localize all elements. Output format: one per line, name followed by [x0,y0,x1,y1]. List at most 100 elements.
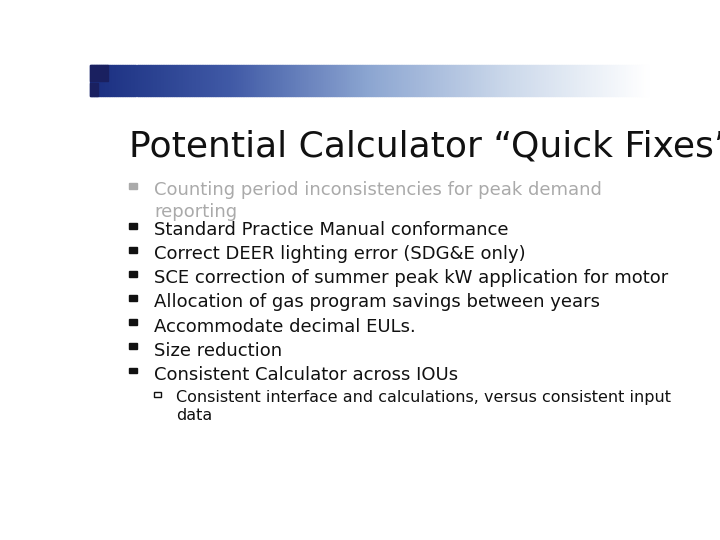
Bar [611,65,613,96]
Bar [624,65,626,96]
Bar [233,65,235,96]
Text: Size reduction: Size reduction [154,342,282,360]
Bar [397,65,399,96]
Bar [99,65,101,96]
Bar [447,65,449,96]
Bar [310,65,311,96]
Bar [272,65,274,96]
Bar [482,65,485,96]
Bar [620,65,622,96]
Bar [387,65,390,96]
Bar [628,65,629,96]
Text: Accommodate decimal EULs.: Accommodate decimal EULs. [154,318,416,335]
Bar [114,65,116,96]
Bar [603,65,606,96]
Bar [185,65,186,96]
Bar [600,65,601,96]
Bar [374,65,377,96]
Bar [536,65,539,96]
Bar [562,65,564,96]
Bar [380,65,382,96]
Bar [324,65,326,96]
Bar [549,65,552,96]
Bar [467,65,469,96]
Bar [348,65,351,96]
Bar [186,65,189,96]
Bar [481,65,482,96]
Bar [278,65,280,96]
Bar [615,65,616,96]
Bar [606,65,607,96]
Bar [129,183,137,188]
Bar [170,65,172,96]
Bar [415,65,418,96]
Bar [382,65,384,96]
Bar [110,65,112,96]
Bar [555,65,557,96]
Bar [434,65,436,96]
Text: Allocation of gas program savings between years: Allocation of gas program savings betwee… [154,294,600,312]
Bar [431,65,432,96]
Bar [402,65,405,96]
Bar [514,65,516,96]
Bar [413,65,415,96]
Bar [222,65,224,96]
Bar [148,65,150,96]
Bar [520,65,521,96]
Text: Potential Calculator “Quick Fixes”: Potential Calculator “Quick Fixes” [129,129,720,163]
Bar [421,65,423,96]
Bar [297,65,298,96]
Bar [157,65,159,96]
Bar [155,65,157,96]
Bar [361,65,364,96]
Bar [594,65,596,96]
Bar [531,65,533,96]
Bar [294,65,297,96]
Bar [486,65,488,96]
Bar [354,65,356,96]
Bar [498,65,499,96]
Bar [386,65,387,96]
Bar [516,65,518,96]
Bar [607,65,609,96]
Bar [256,65,258,96]
Bar [250,65,252,96]
Bar [473,65,475,96]
Bar [635,65,637,96]
Bar [438,65,440,96]
Bar [546,65,548,96]
Bar [289,65,291,96]
Bar [189,65,190,96]
Bar [406,65,408,96]
Bar [542,65,544,96]
Bar [198,65,199,96]
Bar [472,65,473,96]
Bar [300,65,302,96]
Bar [637,65,639,96]
Bar [298,65,300,96]
Bar [248,65,250,96]
Bar [323,65,324,96]
Bar [161,65,163,96]
Bar [527,65,529,96]
Bar [454,65,456,96]
Bar [499,65,501,96]
Bar [598,65,600,96]
Bar [150,65,151,96]
Bar [112,65,114,96]
Bar [176,65,177,96]
Bar [436,65,438,96]
Bar [392,65,393,96]
Bar [547,65,549,96]
Bar [92,65,94,96]
Bar [341,65,343,96]
Bar [378,65,380,96]
Bar [90,65,108,80]
Bar [103,65,105,96]
Bar [367,65,369,96]
Bar [581,65,583,96]
Bar [118,65,120,96]
Bar [209,65,211,96]
Bar [365,65,367,96]
Bar [629,65,631,96]
